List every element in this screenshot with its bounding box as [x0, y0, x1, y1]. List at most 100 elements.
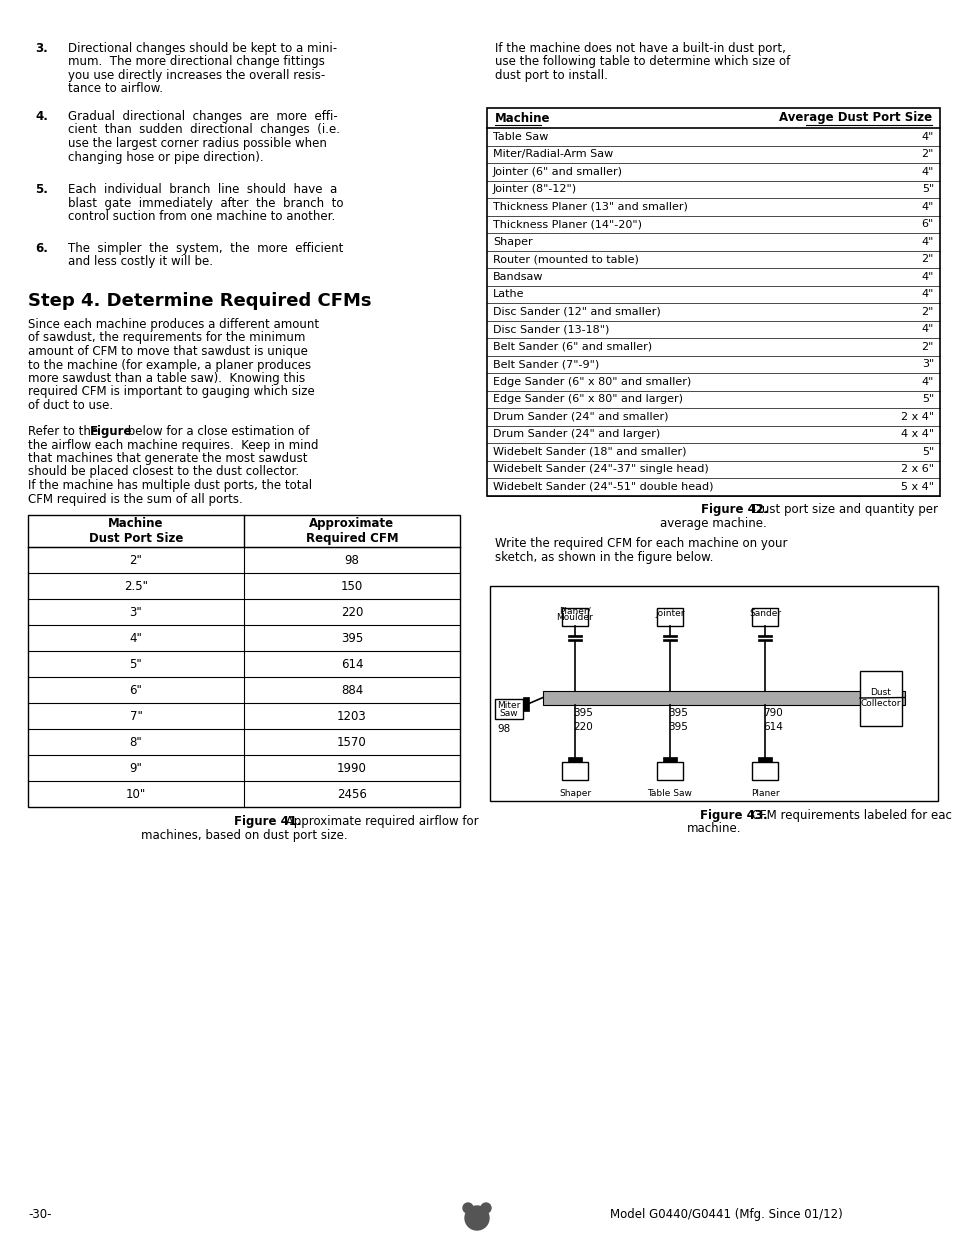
Text: 2": 2"	[921, 342, 933, 352]
Text: of duct to use.: of duct to use.	[28, 399, 113, 412]
Bar	[859, 671, 901, 725]
Text: Jointer (6" and smaller): Jointer (6" and smaller)	[493, 167, 622, 177]
Text: tance to airflow.: tance to airflow.	[68, 83, 163, 95]
Bar	[567, 635, 581, 641]
Text: Write the required CFM for each machine on your: Write the required CFM for each machine …	[495, 537, 786, 551]
Text: 1570: 1570	[336, 736, 367, 748]
Text: amount of CFM to move that sawdust is unique: amount of CFM to move that sawdust is un…	[28, 345, 308, 358]
Text: If the machine does not have a built-in dust port,: If the machine does not have a built-in …	[495, 42, 785, 56]
Text: Planer/: Planer/	[558, 606, 590, 615]
Text: 9": 9"	[130, 762, 142, 774]
Bar	[495, 699, 522, 719]
Bar	[662, 635, 677, 641]
Text: 2": 2"	[921, 306, 933, 316]
Text: Since each machine produces a different amount: Since each machine produces a different …	[28, 317, 319, 331]
Text: below for a close estimation of: below for a close estimation of	[124, 425, 309, 438]
Text: 1990: 1990	[336, 762, 367, 774]
Text: Figure 41.: Figure 41.	[233, 815, 301, 827]
Text: Each  individual  branch  line  should  have  a: Each individual branch line should have …	[68, 183, 337, 196]
Bar	[522, 697, 529, 710]
Text: cient  than  sudden  directional  changes  (i.e.: cient than sudden directional changes (i…	[68, 124, 339, 137]
Text: Shaper: Shaper	[493, 237, 532, 247]
Bar	[751, 762, 778, 779]
Text: 6.: 6.	[35, 242, 48, 254]
Text: 4": 4"	[130, 631, 142, 645]
Text: Approximate required airflow for: Approximate required airflow for	[282, 815, 478, 827]
Bar	[567, 757, 581, 762]
Text: 395: 395	[667, 722, 687, 732]
Text: machine.: machine.	[686, 823, 740, 836]
Text: Router (mounted to table): Router (mounted to table)	[493, 254, 639, 264]
Text: Machine: Machine	[495, 111, 550, 125]
Text: you use directly increases the overall resis-: you use directly increases the overall r…	[68, 69, 325, 82]
Text: 3": 3"	[130, 605, 142, 619]
Text: sketch, as shown in the figure below.: sketch, as shown in the figure below.	[495, 551, 713, 564]
Text: Sander: Sander	[748, 610, 781, 619]
Text: 4": 4"	[921, 167, 933, 177]
Bar	[486, 107, 939, 495]
Text: 2 x 4": 2 x 4"	[900, 411, 933, 421]
Text: Belt Sander (6" and smaller): Belt Sander (6" and smaller)	[493, 342, 652, 352]
Text: 3.: 3.	[35, 42, 48, 56]
Text: 4": 4"	[921, 377, 933, 387]
Text: 2 x 6": 2 x 6"	[900, 464, 933, 474]
Text: Figure: Figure	[90, 425, 132, 438]
Text: Edge Sander (6" x 80" and larger): Edge Sander (6" x 80" and larger)	[493, 394, 682, 404]
Text: Table Saw: Table Saw	[647, 789, 692, 799]
Bar	[657, 762, 682, 779]
Bar	[758, 757, 771, 762]
Text: 2456: 2456	[336, 788, 367, 800]
Text: 4": 4"	[921, 289, 933, 299]
Text: 98: 98	[344, 553, 359, 567]
Text: The  simpler  the  system,  the  more  efficient: The simpler the system, the more efficie…	[68, 242, 343, 254]
Text: 8": 8"	[130, 736, 142, 748]
Text: 98: 98	[497, 725, 510, 735]
Text: of sawdust, the requirements for the minimum: of sawdust, the requirements for the min…	[28, 331, 305, 345]
Text: 10": 10"	[126, 788, 146, 800]
Text: 5": 5"	[921, 447, 933, 457]
Text: Figure 43.: Figure 43.	[700, 809, 767, 821]
Text: If the machine has multiple dust ports, the total: If the machine has multiple dust ports, …	[28, 479, 312, 492]
Text: 220: 220	[573, 722, 592, 732]
Text: 4": 4"	[921, 325, 933, 335]
Text: 5": 5"	[921, 184, 933, 194]
Text: 395: 395	[667, 709, 687, 719]
Text: Table Saw: Table Saw	[493, 132, 548, 142]
Text: 884: 884	[340, 683, 363, 697]
Text: Lathe: Lathe	[493, 289, 524, 299]
Text: 4": 4"	[921, 201, 933, 211]
Text: 220: 220	[340, 605, 363, 619]
Text: Edge Sander (6" x 80" and smaller): Edge Sander (6" x 80" and smaller)	[493, 377, 691, 387]
Text: that machines that generate the most sawdust: that machines that generate the most saw…	[28, 452, 307, 466]
Text: 2": 2"	[921, 254, 933, 264]
Text: Directional changes should be kept to a mini-: Directional changes should be kept to a …	[68, 42, 336, 56]
Text: Dust port size and quantity per: Dust port size and quantity per	[749, 504, 938, 516]
Text: machines, based on dust port size.: machines, based on dust port size.	[140, 829, 347, 842]
Bar	[751, 608, 778, 625]
Text: Dust
Collector: Dust Collector	[860, 688, 901, 708]
Text: average machine.: average machine.	[659, 517, 766, 531]
Text: control suction from one machine to another.: control suction from one machine to anot…	[68, 210, 335, 224]
Text: more sawdust than a table saw).  Knowing this: more sawdust than a table saw). Knowing …	[28, 372, 305, 385]
Text: Average Dust Port Size: Average Dust Port Size	[778, 111, 931, 125]
Text: 150: 150	[340, 579, 363, 593]
Text: 6": 6"	[921, 220, 933, 230]
Text: use the largest corner radius possible when: use the largest corner radius possible w…	[68, 137, 327, 149]
Text: Miter: Miter	[497, 700, 520, 709]
Text: Figure 42.: Figure 42.	[700, 504, 768, 516]
Text: 2.5": 2.5"	[124, 579, 148, 593]
Text: 4": 4"	[921, 272, 933, 282]
Text: 6": 6"	[130, 683, 142, 697]
Text: Jointer (8"-12"): Jointer (8"-12")	[493, 184, 577, 194]
Text: Model G0440/G0441 (Mfg. Since 01/12): Model G0440/G0441 (Mfg. Since 01/12)	[609, 1208, 841, 1221]
Bar	[542, 690, 904, 704]
Text: Planer: Planer	[750, 789, 779, 799]
Bar	[758, 635, 771, 641]
Circle shape	[464, 1207, 489, 1230]
Text: blast  gate  immediately  after  the  branch  to: blast gate immediately after the branch …	[68, 196, 343, 210]
Text: 614: 614	[762, 722, 782, 732]
Text: Bandsaw: Bandsaw	[493, 272, 543, 282]
Text: Thickness Planer (14"-20"): Thickness Planer (14"-20")	[493, 220, 641, 230]
Text: 4": 4"	[921, 237, 933, 247]
Text: and less costly it will be.: and less costly it will be.	[68, 256, 213, 268]
